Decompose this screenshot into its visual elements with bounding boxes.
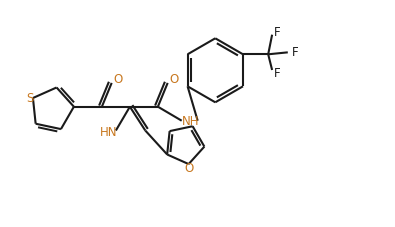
Text: O: O [184,162,193,175]
Text: F: F [292,46,298,59]
Text: NH: NH [182,115,199,128]
Text: O: O [113,73,122,86]
Text: F: F [274,26,280,39]
Text: HN: HN [100,126,118,139]
Text: O: O [169,73,178,86]
Text: S: S [26,91,34,104]
Text: F: F [274,67,280,81]
